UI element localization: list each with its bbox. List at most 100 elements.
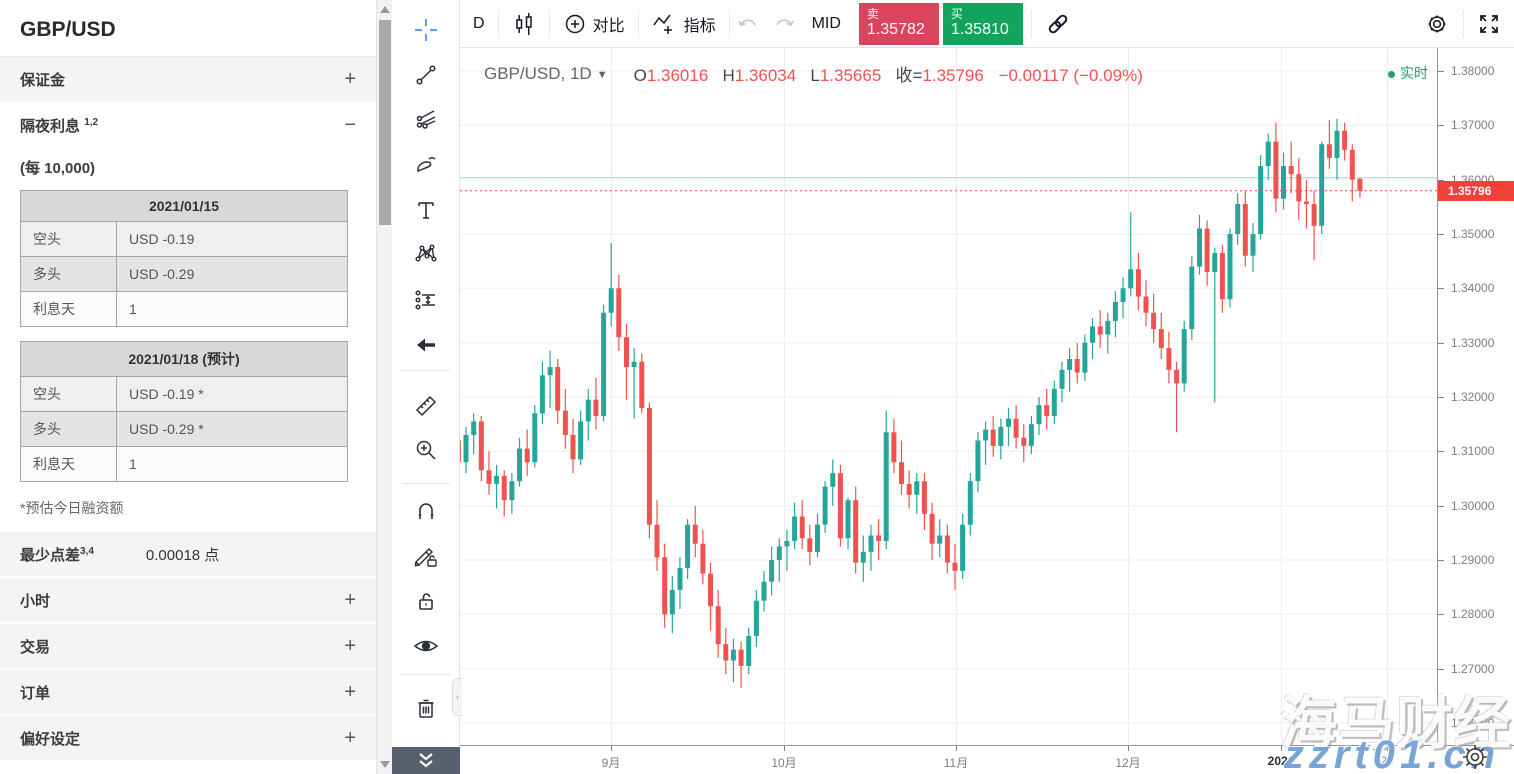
candle-up <box>494 475 500 484</box>
min-spread-label: 最少点差3,4 <box>20 545 94 564</box>
sidebar-scrollbar[interactable] <box>376 0 392 774</box>
candle-up <box>1227 234 1233 300</box>
candle-down <box>501 475 507 501</box>
toolbar-divider <box>402 370 450 371</box>
sell-button[interactable]: 卖 1.35782 <box>858 2 939 45</box>
collapse-icon[interactable]: − <box>344 114 356 136</box>
scrollbar-thumb[interactable] <box>379 20 391 225</box>
candle-up <box>1250 234 1256 256</box>
arrow-marker-tool[interactable] <box>406 325 446 365</box>
candle-down <box>1044 405 1050 416</box>
price-axis[interactable]: 1.38000 1.37000 1.36000 1.35000 1.34000 1.330… <box>1437 48 1514 745</box>
legend-symbol[interactable]: GBP/USD, 1D <box>484 63 592 83</box>
trend-line-tool[interactable] <box>406 55 446 95</box>
zoom-in-tool[interactable] <box>406 430 446 470</box>
panel-collapse-handle[interactable]: ‹ <box>452 678 462 716</box>
xabcd-pattern-tool[interactable] <box>406 234 446 274</box>
candle-down <box>1151 312 1157 330</box>
double-chevron-down-icon <box>419 752 433 767</box>
section-margin[interactable]: 保证金 + <box>0 57 376 101</box>
candle-up <box>631 361 637 368</box>
expand-icon[interactable]: + <box>344 727 356 749</box>
candle-down <box>486 470 492 484</box>
candle-down <box>807 538 813 552</box>
expand-icon[interactable]: + <box>344 589 356 611</box>
change-value: −0.00117 (−0.09%) <box>998 66 1143 85</box>
candle-down <box>1326 144 1332 158</box>
candle-down <box>715 606 721 645</box>
open-value: 1.36016 <box>646 66 709 85</box>
price-tick <box>1438 397 1444 398</box>
price-tick-label: 1.27000 <box>1451 661 1495 676</box>
candle-up <box>1067 359 1073 370</box>
lock-all-tool[interactable] <box>406 581 446 621</box>
crosshair-tool[interactable] <box>406 10 446 50</box>
candle-up <box>1090 326 1095 343</box>
settings-button[interactable] <box>1411 0 1463 48</box>
price-tick-label: 1.28000 <box>1451 607 1495 622</box>
mid-price-mode[interactable]: MID <box>811 14 841 32</box>
expand-icon[interactable]: + <box>344 68 356 90</box>
chart-pane[interactable]: GBP/USD, 1D ▼ O1.36016 H1.36034 L1.35665… <box>460 48 1437 745</box>
candle-up <box>463 435 469 463</box>
candle-down <box>1273 141 1279 199</box>
section-preferences[interactable]: 偏好设定 + <box>0 716 376 760</box>
expand-icon[interactable]: + <box>344 681 356 703</box>
indicators-button[interactable]: 指标 <box>639 0 729 48</box>
hide-drawings-eye-tool[interactable] <box>406 626 446 666</box>
brush-tool[interactable] <box>406 145 446 185</box>
interval-button[interactable]: D <box>473 14 485 32</box>
redo-button[interactable] <box>766 0 802 48</box>
expand-icon[interactable]: + <box>344 635 356 657</box>
drawing-lock-tool[interactable] <box>406 536 446 576</box>
candle-down <box>990 429 996 446</box>
scroll-up-icon[interactable] <box>380 6 390 13</box>
candlestick-chart[interactable] <box>460 48 1437 745</box>
toolbar-collapse-bar[interactable] <box>392 747 460 774</box>
projection-tool[interactable] <box>406 280 446 320</box>
candle-up <box>685 524 691 569</box>
candle-down <box>1349 149 1355 180</box>
candle-up <box>761 581 767 601</box>
chart-legend: GBP/USD, 1D ▼ O1.36016 H1.36034 L1.35665… <box>484 63 1143 86</box>
buy-button[interactable]: 买 1.35810 <box>942 2 1023 45</box>
candle-up <box>967 481 973 525</box>
time-axis[interactable]: 9月 10月 11月 12月 2021 20 <box>460 745 1514 774</box>
candle-down <box>1174 369 1180 384</box>
undo-button[interactable] <box>730 0 766 48</box>
measure-tool[interactable] <box>406 386 446 426</box>
price-tick-label: 1.30000 <box>1451 498 1495 513</box>
delete-drawings-tool[interactable] <box>406 688 446 728</box>
redo-icon <box>775 18 794 26</box>
candle-down <box>692 524 698 544</box>
section-overnight-header[interactable]: 隔夜利息 1,2 − <box>0 103 376 147</box>
sell-price: 1.35782 <box>866 21 925 39</box>
section-orders[interactable]: 订单 + <box>0 670 376 714</box>
section-hours[interactable]: 小时 + <box>0 578 376 622</box>
compare-plus-icon <box>563 12 587 36</box>
candle-down <box>799 516 805 539</box>
scroll-down-icon[interactable] <box>380 761 390 768</box>
candle-up <box>669 589 675 615</box>
time-tick-label: 20 <box>1380 754 1394 768</box>
link-button[interactable] <box>1032 0 1084 48</box>
section-trading[interactable]: 交易 + <box>0 624 376 668</box>
candle-up <box>547 367 553 376</box>
pitchfork-tool[interactable] <box>406 100 446 140</box>
compare-button[interactable]: 对比 <box>550 0 638 48</box>
candle-up <box>815 524 820 552</box>
candle-down <box>1143 296 1149 313</box>
chart-style-button[interactable] <box>499 0 549 48</box>
section-overnight-label: 隔夜利息 1,2 <box>20 116 99 135</box>
price-tick <box>1438 71 1444 72</box>
candle-down <box>1135 269 1141 297</box>
price-tick <box>1438 723 1444 724</box>
financing-footnote: *预估今日融资额 <box>20 500 124 516</box>
chevron-down-icon[interactable]: ▼ <box>596 68 608 81</box>
fullscreen-button[interactable] <box>1464 0 1514 48</box>
candle-up <box>746 636 752 666</box>
candle-down <box>853 500 859 563</box>
text-tool[interactable] <box>406 190 446 230</box>
candle-up <box>868 535 874 552</box>
magnet-tool[interactable] <box>406 491 446 531</box>
